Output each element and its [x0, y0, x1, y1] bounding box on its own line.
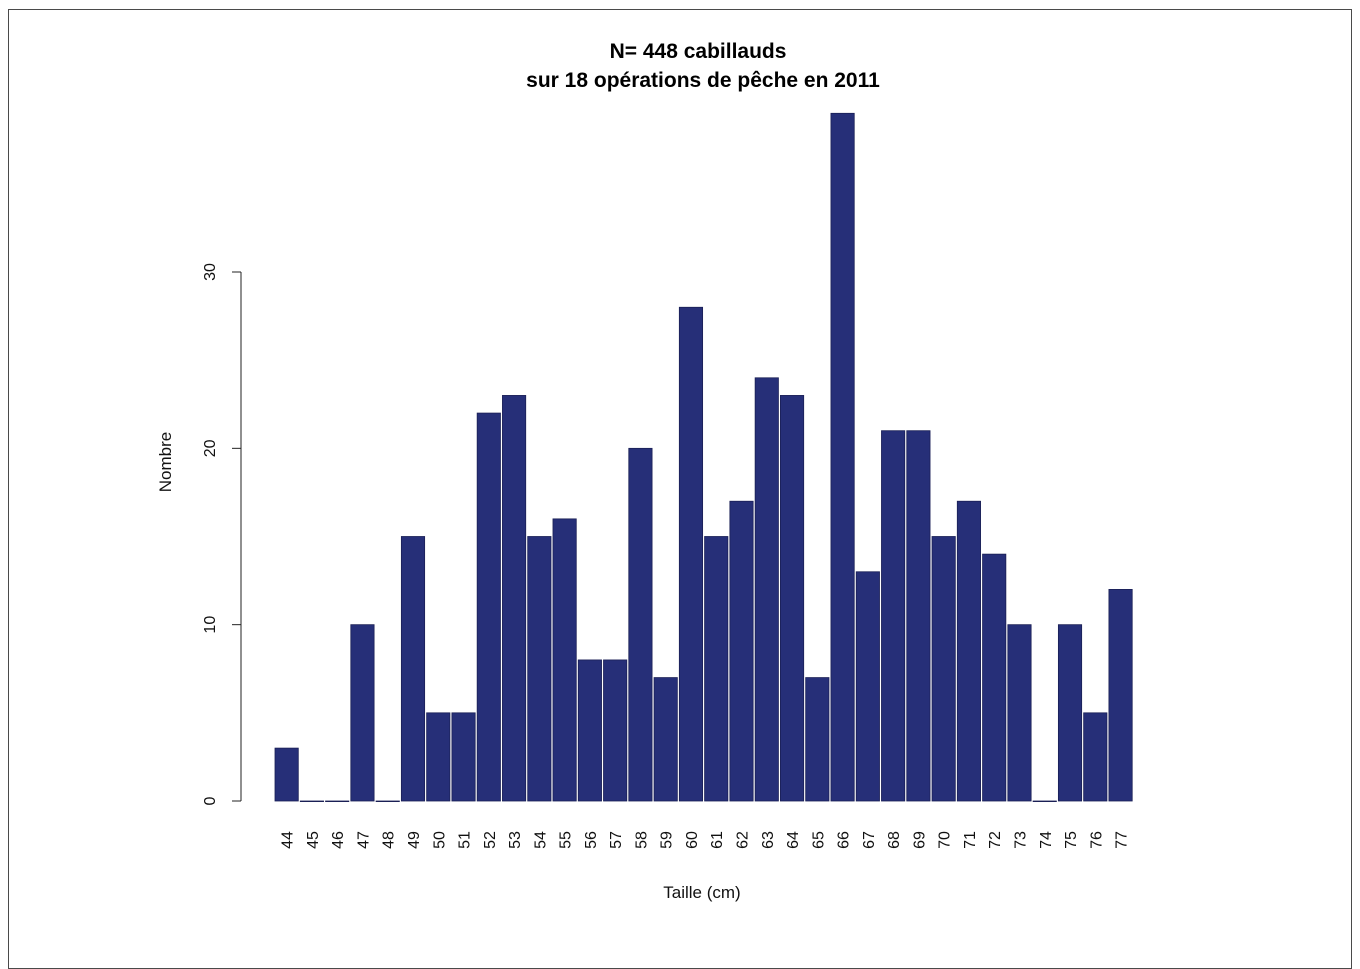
bar-76 — [1083, 712, 1108, 802]
x-tick-label: 52 — [482, 831, 499, 849]
x-tick-label: 65 — [810, 831, 827, 849]
x-tick-label: 53 — [507, 831, 524, 849]
x-tick-label: 45 — [305, 831, 322, 849]
bar-63 — [754, 377, 779, 802]
bar-60 — [678, 306, 704, 802]
bar-77 — [1108, 589, 1133, 802]
x-tick-label: 47 — [355, 831, 372, 849]
bar-67 — [855, 571, 880, 802]
chart-subtitle: sur 18 opérations de pêche en 2011 — [526, 69, 880, 92]
x-tick-label: 70 — [937, 831, 954, 849]
x-tick-label: 62 — [735, 831, 752, 849]
x-axis-label: Taille (cm) — [663, 883, 740, 902]
x-tick-label: 59 — [659, 831, 676, 849]
x-tick-label: 46 — [330, 831, 347, 849]
x-tick-label: 63 — [760, 831, 777, 849]
x-tick-label: 68 — [886, 831, 903, 849]
x-tick-label: 76 — [1088, 831, 1105, 849]
bar-45 — [299, 800, 324, 803]
x-tick-label: 71 — [962, 831, 979, 849]
bar-74 — [1032, 800, 1057, 803]
x-tick-label: 77 — [1114, 831, 1131, 849]
x-tick-label: 72 — [987, 831, 1004, 849]
bar-59 — [653, 677, 678, 802]
bar-54 — [527, 536, 552, 802]
bars-group — [274, 112, 1133, 803]
bar-57 — [603, 659, 628, 802]
x-tick-label: 44 — [280, 831, 297, 849]
x-tick-label: 58 — [633, 831, 650, 849]
bar-69 — [906, 430, 931, 802]
y-tick-label: 30 — [202, 263, 219, 281]
bar-68 — [881, 430, 906, 802]
x-tick-label: 50 — [431, 831, 448, 849]
x-tick-label: 49 — [406, 831, 423, 849]
bar-55 — [552, 518, 577, 802]
bar-58 — [628, 447, 653, 802]
x-tick-label: 55 — [558, 831, 575, 849]
x-tick-label: 56 — [583, 831, 600, 849]
bar-46 — [325, 800, 350, 803]
bar-50 — [426, 712, 451, 802]
x-tick-label: 69 — [911, 831, 928, 849]
bar-62 — [729, 500, 754, 802]
bar-70 — [931, 536, 956, 802]
bar-51 — [451, 712, 476, 802]
bar-49 — [400, 536, 426, 802]
bar-66 — [830, 112, 855, 802]
x-tick-label: 54 — [532, 831, 549, 849]
x-tick-label: 48 — [381, 831, 398, 849]
y-tick-label: 0 — [202, 796, 219, 805]
bar-65 — [805, 677, 830, 802]
y-tick-label: 10 — [202, 616, 219, 634]
y-axis-label: Nombre — [156, 432, 175, 492]
bar-64 — [780, 395, 805, 802]
bar-53 — [502, 395, 527, 802]
bar-47 — [350, 624, 375, 802]
x-tick-label: 51 — [457, 831, 474, 849]
bar-61 — [704, 536, 729, 802]
x-tick-labels: 44 45 46 47 48 49 50 51 52 53 54 55 56 57 58 59 60 61 62 63… — [280, 831, 1131, 849]
bar-75 — [1057, 624, 1083, 802]
chart-title: N= 448 cabillauds — [610, 40, 787, 63]
y-tick-label: 20 — [202, 439, 219, 457]
y-axis: 0 10 20 30 — [202, 263, 242, 805]
bar-48 — [375, 800, 400, 803]
x-tick-label: 73 — [1012, 831, 1029, 849]
bar-73 — [1007, 624, 1032, 802]
x-tick-label: 74 — [1038, 831, 1055, 849]
x-tick-label: 75 — [1063, 831, 1080, 849]
x-tick-label: 60 — [684, 831, 701, 849]
x-tick-label: 64 — [785, 831, 802, 849]
bar-71 — [956, 500, 981, 802]
x-tick-label: 66 — [836, 831, 853, 849]
bar-52 — [476, 412, 501, 802]
bar-72 — [982, 553, 1007, 802]
bar-44 — [274, 747, 299, 802]
x-tick-label: 61 — [709, 831, 726, 849]
x-tick-label: 57 — [608, 831, 625, 849]
bar-56 — [577, 659, 602, 802]
x-tick-label: 67 — [861, 831, 878, 849]
